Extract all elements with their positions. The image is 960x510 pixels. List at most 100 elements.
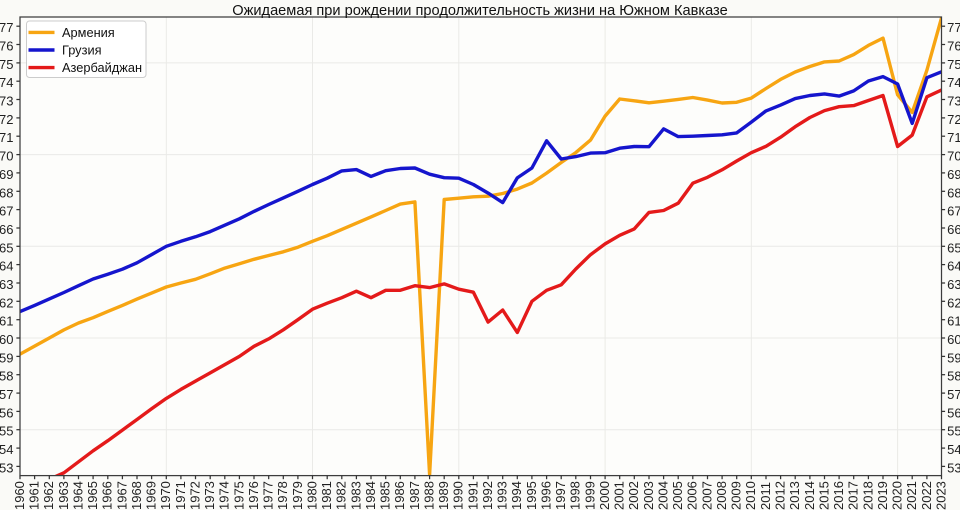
svg-text:67: 67: [947, 204, 960, 219]
svg-text:1987: 1987: [407, 481, 422, 510]
svg-text:2004: 2004: [656, 481, 671, 510]
svg-text:61: 61: [0, 314, 14, 329]
svg-text:2010: 2010: [743, 481, 758, 510]
svg-text:67: 67: [0, 204, 14, 219]
svg-text:60: 60: [0, 332, 14, 347]
svg-text:1962: 1962: [41, 481, 56, 510]
svg-text:59: 59: [947, 350, 960, 365]
svg-text:2002: 2002: [626, 481, 641, 510]
svg-text:70: 70: [0, 149, 14, 164]
svg-text:1992: 1992: [480, 481, 495, 510]
svg-text:1994: 1994: [509, 481, 524, 510]
svg-text:74: 74: [947, 75, 960, 90]
svg-text:1988: 1988: [422, 481, 437, 510]
svg-text:2003: 2003: [641, 481, 656, 510]
svg-text:1989: 1989: [436, 481, 451, 510]
svg-text:64: 64: [947, 259, 960, 274]
svg-text:57: 57: [0, 387, 14, 402]
svg-text:58: 58: [947, 369, 960, 384]
svg-text:1991: 1991: [465, 481, 480, 510]
svg-text:1979: 1979: [290, 481, 305, 510]
svg-text:Ожидаемая при рождении продолж: Ожидаемая при рождении продолжительность…: [232, 3, 727, 19]
svg-text:77: 77: [0, 20, 14, 35]
svg-text:1974: 1974: [217, 481, 232, 510]
svg-text:1996: 1996: [539, 481, 554, 510]
svg-text:60: 60: [947, 332, 960, 347]
svg-text:1990: 1990: [451, 481, 466, 510]
svg-text:Азербайджан: Азербайджан: [62, 60, 142, 75]
svg-text:1968: 1968: [129, 481, 144, 510]
svg-text:77: 77: [947, 20, 960, 35]
svg-text:1982: 1982: [334, 481, 349, 510]
svg-text:65: 65: [947, 240, 960, 255]
svg-text:54: 54: [0, 442, 14, 457]
svg-text:2015: 2015: [816, 481, 831, 510]
svg-text:2008: 2008: [714, 481, 729, 510]
svg-text:2006: 2006: [685, 481, 700, 510]
svg-text:1981: 1981: [319, 481, 334, 510]
svg-text:1985: 1985: [378, 481, 393, 510]
svg-text:56: 56: [947, 405, 960, 420]
svg-text:75: 75: [947, 57, 960, 72]
svg-text:1966: 1966: [100, 481, 115, 510]
svg-text:74: 74: [0, 75, 14, 90]
svg-text:69: 69: [0, 167, 14, 182]
svg-text:2023: 2023: [933, 481, 948, 510]
svg-text:2016: 2016: [831, 481, 846, 510]
svg-text:56: 56: [0, 405, 14, 420]
svg-text:1960: 1960: [12, 481, 27, 510]
svg-text:1980: 1980: [304, 481, 319, 510]
svg-text:55: 55: [947, 424, 960, 439]
svg-text:1998: 1998: [568, 481, 583, 510]
svg-text:68: 68: [0, 185, 14, 200]
svg-text:76: 76: [0, 39, 14, 54]
svg-text:64: 64: [0, 259, 14, 274]
svg-text:57: 57: [947, 387, 960, 402]
svg-text:Грузия: Грузия: [62, 43, 102, 58]
svg-text:76: 76: [947, 39, 960, 54]
svg-text:1978: 1978: [275, 481, 290, 510]
svg-text:1993: 1993: [495, 481, 510, 510]
svg-text:2017: 2017: [846, 481, 861, 510]
svg-text:75: 75: [0, 57, 14, 72]
svg-text:1983: 1983: [348, 481, 363, 510]
svg-text:2014: 2014: [802, 481, 817, 510]
svg-text:65: 65: [0, 240, 14, 255]
svg-text:55: 55: [0, 424, 14, 439]
svg-text:1965: 1965: [85, 481, 100, 510]
svg-text:2000: 2000: [597, 481, 612, 510]
svg-text:66: 66: [947, 222, 960, 237]
svg-text:72: 72: [0, 112, 14, 127]
svg-text:72: 72: [947, 112, 960, 127]
svg-text:1970: 1970: [158, 481, 173, 510]
svg-text:2009: 2009: [729, 481, 744, 510]
svg-text:1964: 1964: [70, 481, 85, 510]
svg-text:1977: 1977: [261, 481, 276, 510]
svg-text:1976: 1976: [246, 481, 261, 510]
svg-text:1961: 1961: [27, 481, 42, 510]
svg-text:53: 53: [0, 460, 14, 475]
svg-text:71: 71: [947, 130, 960, 145]
svg-text:66: 66: [0, 222, 14, 237]
svg-text:68: 68: [947, 185, 960, 200]
svg-text:1995: 1995: [524, 481, 539, 510]
svg-text:1999: 1999: [582, 481, 597, 510]
svg-text:61: 61: [947, 314, 960, 329]
svg-text:1984: 1984: [363, 481, 378, 510]
svg-text:2019: 2019: [875, 481, 890, 510]
svg-text:62: 62: [947, 295, 960, 310]
svg-text:1997: 1997: [553, 481, 568, 510]
svg-text:1986: 1986: [392, 481, 407, 510]
svg-text:2005: 2005: [670, 481, 685, 510]
svg-text:58: 58: [0, 369, 14, 384]
svg-text:71: 71: [0, 130, 14, 145]
svg-text:2013: 2013: [787, 481, 802, 510]
svg-text:63: 63: [0, 277, 14, 292]
svg-text:1967: 1967: [114, 481, 129, 510]
svg-text:62: 62: [0, 295, 14, 310]
svg-text:63: 63: [947, 277, 960, 292]
svg-text:2021: 2021: [904, 481, 919, 510]
svg-text:54: 54: [947, 442, 960, 457]
svg-text:73: 73: [947, 94, 960, 109]
svg-text:1972: 1972: [187, 481, 202, 510]
